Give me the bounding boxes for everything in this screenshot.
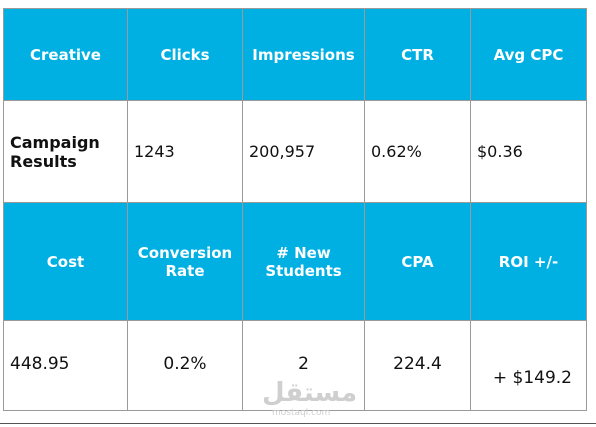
data-cell: 200,957: [242, 100, 365, 203]
watermark-url: mostaql.com: [272, 408, 331, 418]
data-cell: $0.36: [470, 100, 587, 203]
header-cell: Avg CPC: [470, 8, 587, 101]
header-cell: Impressions: [242, 8, 365, 101]
data-cell: 0.62%: [364, 100, 471, 203]
header-cell: # New Students: [242, 202, 365, 321]
data-cell: + $149.2: [470, 320, 587, 411]
header-cell: Cost: [3, 202, 128, 321]
watermark-title: مستقل: [262, 378, 358, 408]
data-cell: 224.4: [364, 320, 471, 411]
bottom-rule: [0, 423, 596, 424]
data-cell: 448.95: [3, 320, 128, 411]
header-cell: ROI +/-: [470, 202, 587, 321]
header-cell: CTR: [364, 8, 471, 101]
data-cell: Campaign Results: [3, 100, 128, 203]
data-cell: 0.2%: [127, 320, 243, 411]
data-cell: 1243: [127, 100, 243, 203]
header-cell: Conversion Rate: [127, 202, 243, 321]
header-cell: Clicks: [127, 8, 243, 101]
header-cell: Creative: [3, 8, 128, 101]
header-cell: CPA: [364, 202, 471, 321]
